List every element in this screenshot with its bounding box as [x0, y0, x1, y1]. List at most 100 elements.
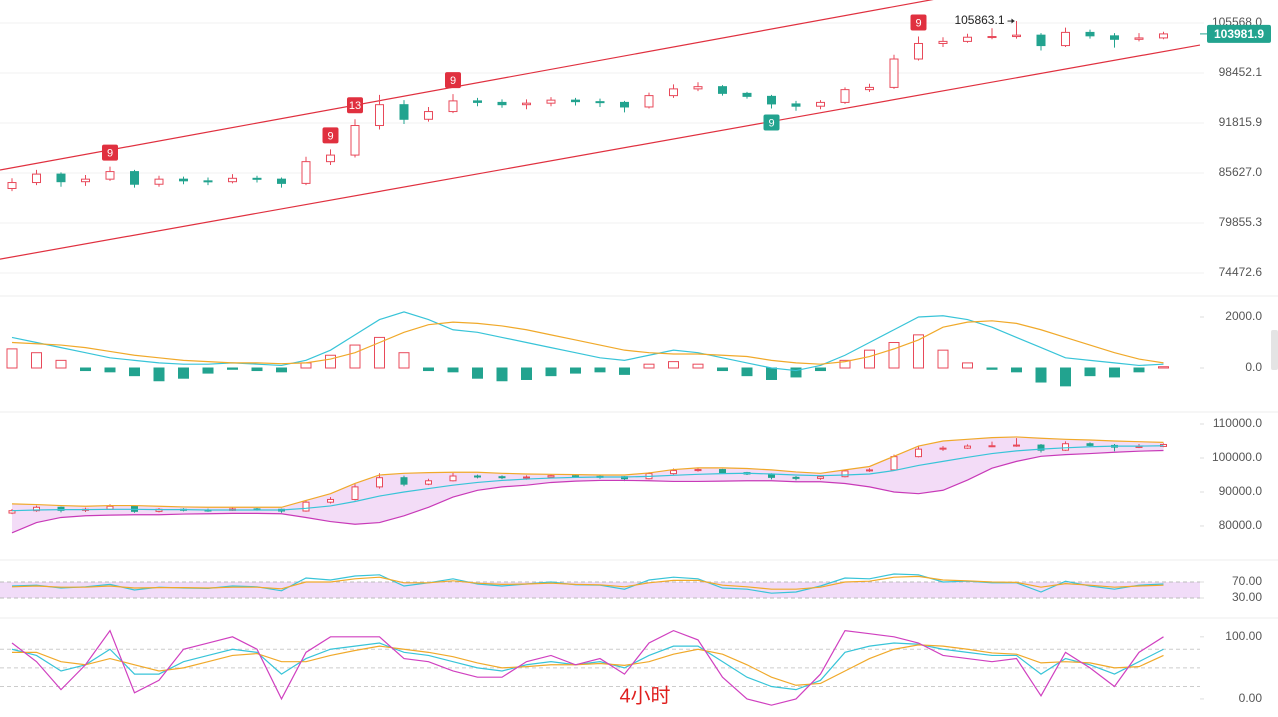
candle-body — [473, 100, 482, 103]
y-tick-label: 100000.0 — [1212, 450, 1262, 464]
signal-marker — [102, 144, 118, 161]
candle-body — [448, 100, 458, 113]
last-price: 103981.9 — [1214, 27, 1264, 41]
candle-body — [57, 506, 65, 511]
macd-bar — [1035, 367, 1047, 383]
macd-bar — [129, 367, 140, 377]
macd-bar — [1109, 367, 1120, 378]
candle-body — [375, 104, 384, 127]
macd-bar — [570, 367, 581, 374]
rsi-line — [11, 575, 1164, 590]
candle-body — [840, 89, 850, 103]
candle-body — [866, 469, 873, 472]
candle-body — [1159, 33, 1168, 39]
y-tick-label: 110000.0 — [1213, 416, 1262, 430]
channel-line — [0, 44, 1200, 260]
candle-body — [399, 104, 409, 120]
macd-bar — [937, 349, 949, 369]
signal-label: 9 — [450, 75, 456, 87]
macd-bar — [888, 342, 900, 369]
y-tick-label: 0.0 — [1245, 360, 1262, 374]
signal-marker — [347, 97, 363, 114]
candle-body — [252, 177, 262, 180]
macd-bar — [741, 367, 753, 377]
candle-body — [302, 501, 310, 512]
macd-bar — [325, 354, 336, 369]
candle-body — [547, 475, 555, 478]
macd-bar — [104, 367, 116, 373]
candle-body — [1036, 34, 1046, 47]
candle-body — [424, 111, 433, 120]
macd-bar — [668, 361, 679, 369]
bollinger-line — [11, 445, 1164, 512]
bollinger-line — [11, 436, 1164, 508]
candle-body — [449, 475, 457, 482]
macd-bar — [423, 367, 434, 372]
candle-body — [425, 480, 432, 485]
candle-body — [1062, 443, 1069, 451]
candle-body — [816, 101, 825, 107]
y-tick-label: 0.00 — [1239, 691, 1263, 705]
macd-line — [11, 320, 1164, 365]
macd-bar — [545, 367, 557, 377]
candle-body — [865, 86, 874, 91]
macd-bar — [619, 367, 630, 375]
candle-body — [474, 475, 481, 478]
candle-body — [56, 173, 66, 183]
candle-body — [719, 469, 726, 474]
side-handle[interactable] — [1271, 330, 1278, 370]
candle-body — [1013, 444, 1020, 447]
candle-body — [890, 456, 898, 471]
macd-bar — [1011, 367, 1022, 373]
high-annotation: 105863.1 — [954, 13, 1004, 27]
macd-bar — [447, 367, 459, 373]
candle-body — [351, 486, 359, 500]
candle-body — [33, 506, 40, 512]
macd-bar — [472, 367, 483, 379]
y-tick-label: 79855.3 — [1219, 215, 1263, 229]
candle-body — [938, 40, 948, 44]
candle-body — [817, 476, 824, 479]
macd-bar — [349, 344, 361, 369]
macd-bar — [496, 367, 508, 382]
macd-bar — [790, 367, 802, 378]
candle-body — [914, 42, 923, 60]
y-tick-label: 2000.0 — [1225, 309, 1262, 323]
candle-body — [277, 178, 286, 184]
candle-body — [497, 101, 507, 106]
candle-body — [889, 58, 899, 88]
candle-body — [791, 103, 801, 107]
candle-body — [32, 173, 41, 184]
macd-bar — [1084, 367, 1096, 377]
candle-body — [203, 180, 213, 183]
candle-body — [498, 476, 506, 479]
macd-bar — [692, 363, 704, 369]
candle-body — [546, 99, 556, 104]
macd-bar — [276, 367, 287, 373]
candle-body — [693, 86, 703, 90]
macd-bar — [521, 367, 532, 380]
candle-body — [7, 182, 17, 189]
candle-body — [988, 445, 996, 448]
candle-body — [376, 477, 383, 488]
timeframe-label: 4小时 — [619, 684, 670, 707]
candle-body — [1012, 34, 1021, 38]
rsi-band — [0, 582, 1200, 598]
macd-line — [11, 311, 1164, 372]
candle-body — [669, 88, 678, 97]
y-tick-label: 100.00 — [1225, 629, 1262, 643]
candle-body — [572, 475, 579, 478]
macd-bar — [374, 336, 385, 369]
kdj-line — [11, 642, 1164, 691]
channel-line — [0, 0, 934, 171]
candle-body — [841, 470, 849, 478]
signal-label: 9 — [327, 130, 333, 142]
candle-body — [571, 99, 580, 103]
candle-body — [154, 178, 164, 185]
last-price-box — [1207, 24, 1271, 43]
y-tick-label: 91815.9 — [1219, 115, 1263, 129]
macd-bar — [1133, 367, 1145, 373]
macd-bar — [643, 363, 655, 369]
macd-bar — [178, 367, 189, 379]
